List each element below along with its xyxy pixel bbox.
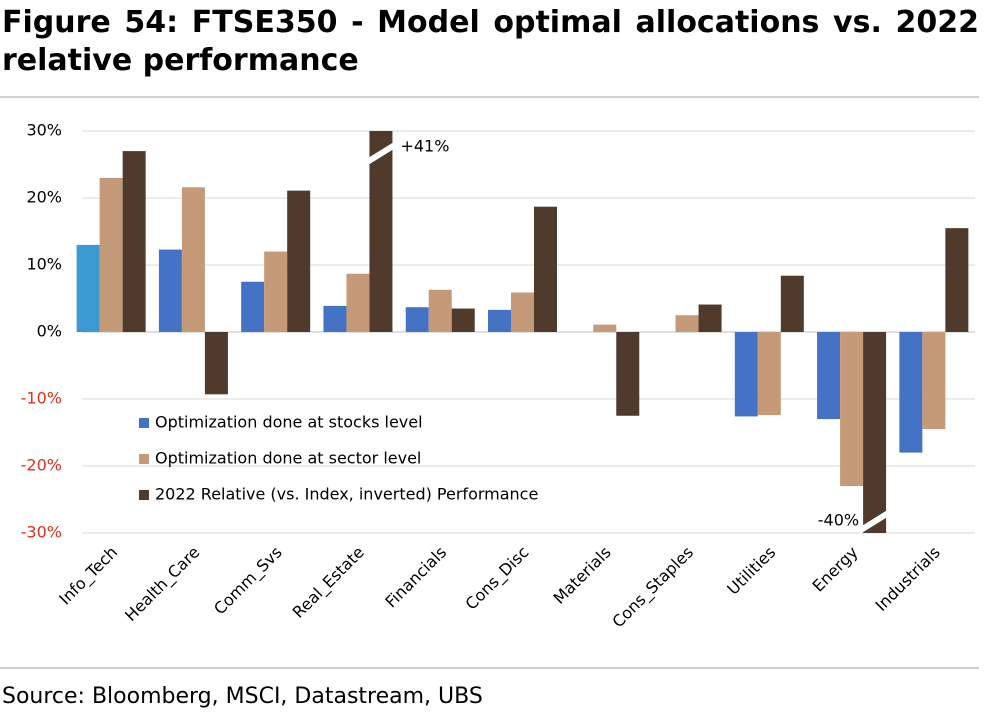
bar [863, 332, 887, 533]
axis-break [366, 141, 396, 166]
bar [76, 244, 100, 332]
bar [780, 275, 804, 332]
bar [840, 332, 864, 487]
bar [264, 251, 288, 332]
bar [698, 304, 722, 332]
bar [428, 289, 452, 332]
y-tick-label: 30% [26, 121, 62, 140]
bar [181, 187, 205, 332]
bar [511, 292, 534, 332]
y-tick-label: -10% [21, 389, 62, 408]
bar [323, 305, 347, 332]
x-tick-label: Cons_Disc [462, 543, 534, 615]
y-tick-label: 0% [37, 322, 62, 341]
bar [405, 307, 429, 332]
bar [122, 151, 146, 332]
y-tick-label: -20% [21, 456, 62, 475]
bar [158, 249, 182, 332]
plot-area: -30% -20% -10% 0% 10% 20% 30% Info_Tech Health_C… [21, 121, 975, 632]
legend-swatch [139, 454, 149, 464]
x-tick-label: Utilities [723, 543, 779, 599]
bar [899, 332, 923, 453]
bar [675, 315, 699, 332]
bar [534, 206, 557, 332]
bar [346, 273, 370, 332]
x-tick-label: Industrials [871, 543, 943, 615]
bar [734, 332, 758, 417]
bar [488, 309, 511, 332]
data-label: +41% [400, 137, 449, 156]
legend-swatch [139, 490, 149, 500]
bar [616, 332, 640, 416]
x-tick-label: Info_Tech [55, 543, 122, 610]
x-tick-label: Health_Care [121, 543, 204, 626]
axis-break [860, 509, 890, 534]
x-tick-label: Cons_Staples [608, 543, 697, 632]
legend-label: Optimization done at sector level [155, 449, 421, 468]
bar [945, 228, 969, 332]
bar [241, 281, 265, 332]
bar [593, 324, 617, 332]
x-tick-label: Real_Estate [289, 543, 369, 623]
bar [757, 332, 781, 416]
legend-swatch [139, 418, 149, 428]
source-note: Source: Bloomberg, MSCI, Datastream, UBS [2, 684, 483, 709]
bar [451, 308, 475, 332]
bar [204, 332, 228, 395]
y-tick-label: 10% [26, 255, 62, 274]
bar [287, 190, 311, 332]
legend-label: 2022 Relative (vs. Index, inverted) Perf… [155, 485, 538, 504]
x-tick-label: Comm_Svs [210, 543, 286, 619]
bar [922, 332, 946, 430]
y-tick-label: -30% [21, 523, 62, 542]
y-tick-label: 20% [26, 188, 62, 207]
x-tick-label: Materials [549, 543, 614, 608]
bar [817, 332, 841, 420]
bar [369, 131, 393, 332]
legend-label: Optimization done at stocks level [155, 413, 423, 432]
bar [99, 177, 123, 332]
x-tick-label: Financials [381, 543, 450, 612]
chart-title: Figure 54: FTSE350 - Model optimal alloc… [2, 5, 979, 78]
data-label: -40% [818, 511, 859, 530]
x-tick-label: Energy [809, 543, 862, 596]
